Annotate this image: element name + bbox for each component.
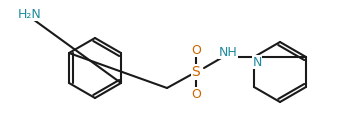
Text: O: O xyxy=(191,88,201,100)
Text: NH: NH xyxy=(219,46,237,58)
Text: S: S xyxy=(192,65,200,79)
Text: N: N xyxy=(252,55,262,69)
Text: H₂N: H₂N xyxy=(18,8,42,20)
Text: O: O xyxy=(191,44,201,56)
